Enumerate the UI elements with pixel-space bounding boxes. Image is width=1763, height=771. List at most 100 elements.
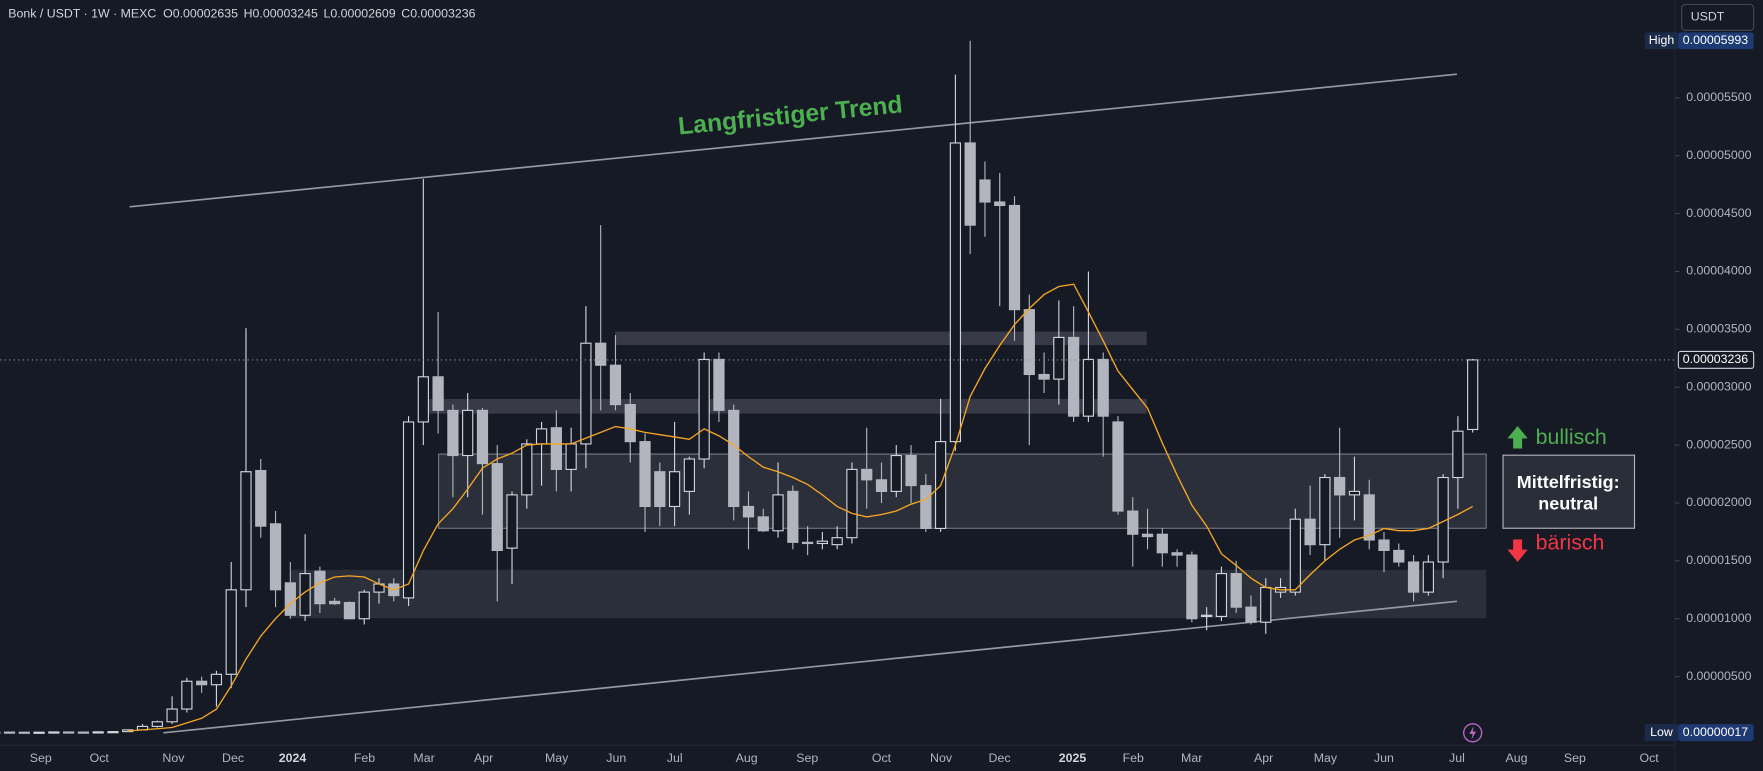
candle-body [314,570,326,605]
candle-body [668,471,681,508]
x-tick-label: Dec [222,751,244,765]
candle-body [329,600,341,605]
events-icon[interactable] [1463,723,1483,743]
candle-body [801,541,814,545]
candle-body [107,731,119,734]
y-tick-label: 0.00004000 [1686,264,1751,278]
x-tick-label: 2024 [279,751,307,765]
candle-body [861,468,873,481]
candle-body [698,358,710,460]
candle-body [284,582,296,616]
candle-body [1260,586,1272,623]
ohlc-value: 0.00002635 [173,7,238,21]
x-tick-label: Apr [1254,751,1273,765]
ohlc-key: C [401,7,410,21]
ohlc-value: 0.00002609 [330,7,395,21]
symbol: Bonk / USDT · 1W · MEXC [8,7,156,21]
candle-body [949,142,962,443]
candle-body [1141,533,1154,538]
candle-body [1068,336,1080,417]
candle-body [535,428,548,445]
x-tick-label: Mar [413,751,434,765]
low-marker-value: 0.00000017 [1683,725,1748,739]
y-tick-label: 0.00001000 [1686,611,1751,625]
resistance-zone [427,398,1147,414]
candle-body [225,589,237,675]
candle-body [18,731,30,734]
last-price-badge [1677,350,1755,369]
candle-body [920,485,932,530]
candle-body [1038,373,1050,380]
candle-body [964,142,976,226]
candle-body [432,376,444,411]
candle-body [609,364,622,406]
down-arrow [1507,539,1528,562]
candle-body [462,409,474,457]
candle-body [550,427,562,470]
candle-body [1008,204,1021,311]
candle-body [728,409,740,508]
candle-body [181,680,193,710]
outlook-text: neutral [1538,493,1598,513]
candle-body [713,358,725,411]
candle-body [890,454,902,492]
last-price-value: 0.00003236 [1683,352,1748,366]
candle-body [1363,494,1375,541]
candle-body [875,479,888,492]
candle-body [63,731,75,734]
candle-body [816,540,829,545]
candle-body [742,505,755,518]
candle-body [994,201,1006,207]
candle-body [240,471,252,591]
candle-body [255,470,267,527]
x-tick-label: Dec [989,751,1011,765]
y-tick-label: 0.00002000 [1686,495,1751,509]
x-tick-label: Aug [736,751,758,765]
candle-body [757,516,769,532]
candle-body [654,471,666,508]
candle-body [1393,549,1405,563]
high-marker-name: High [1649,33,1675,47]
currency-button-label[interactable]: USDT [1691,10,1725,24]
candle-body [476,409,489,465]
candle-body [447,409,459,457]
candle-body [1082,358,1095,417]
y-tick-label: 0.00003500 [1686,322,1751,336]
events-icon-bolt[interactable] [1469,726,1477,740]
x-tick-label: Apr [474,751,493,765]
candle-body [624,404,636,443]
ohlc-value: 0.00003236 [410,7,475,21]
ohlc-key: O [163,7,173,21]
x-tick-label: Nov [162,751,185,765]
candle-body [48,731,60,734]
candle-body [1407,561,1420,593]
x-tick-label: Jul [667,751,683,765]
y-tick-label: 0.00001500 [1686,553,1751,567]
low-marker-name-badge [1644,724,1679,741]
trend-line [163,600,1458,734]
candle-body [196,680,208,686]
y-tick-label: 0.00004500 [1686,206,1751,220]
x-tick-label: Feb [354,751,375,765]
currency-button[interactable] [1681,3,1755,31]
y-tick-label: 0.00003000 [1686,379,1751,393]
x-tick-label: 2025 [1059,751,1087,765]
candle-body [1053,336,1065,380]
candle-body [831,537,843,546]
outlook-box [1502,454,1636,529]
candle-body [1245,606,1257,623]
candle-body [683,458,695,492]
x-tick-label: May [545,751,569,765]
candles [0,40,1479,734]
candle-body [299,573,311,616]
bearish-label: bärisch [1536,531,1605,555]
candle-body [402,421,415,599]
y-tick-label: 0.00005000 [1686,148,1751,162]
candle-body [595,342,607,366]
candle-body [358,591,370,620]
candle-body [580,342,592,445]
candle-body [1023,309,1035,376]
candle-body [1127,510,1139,535]
